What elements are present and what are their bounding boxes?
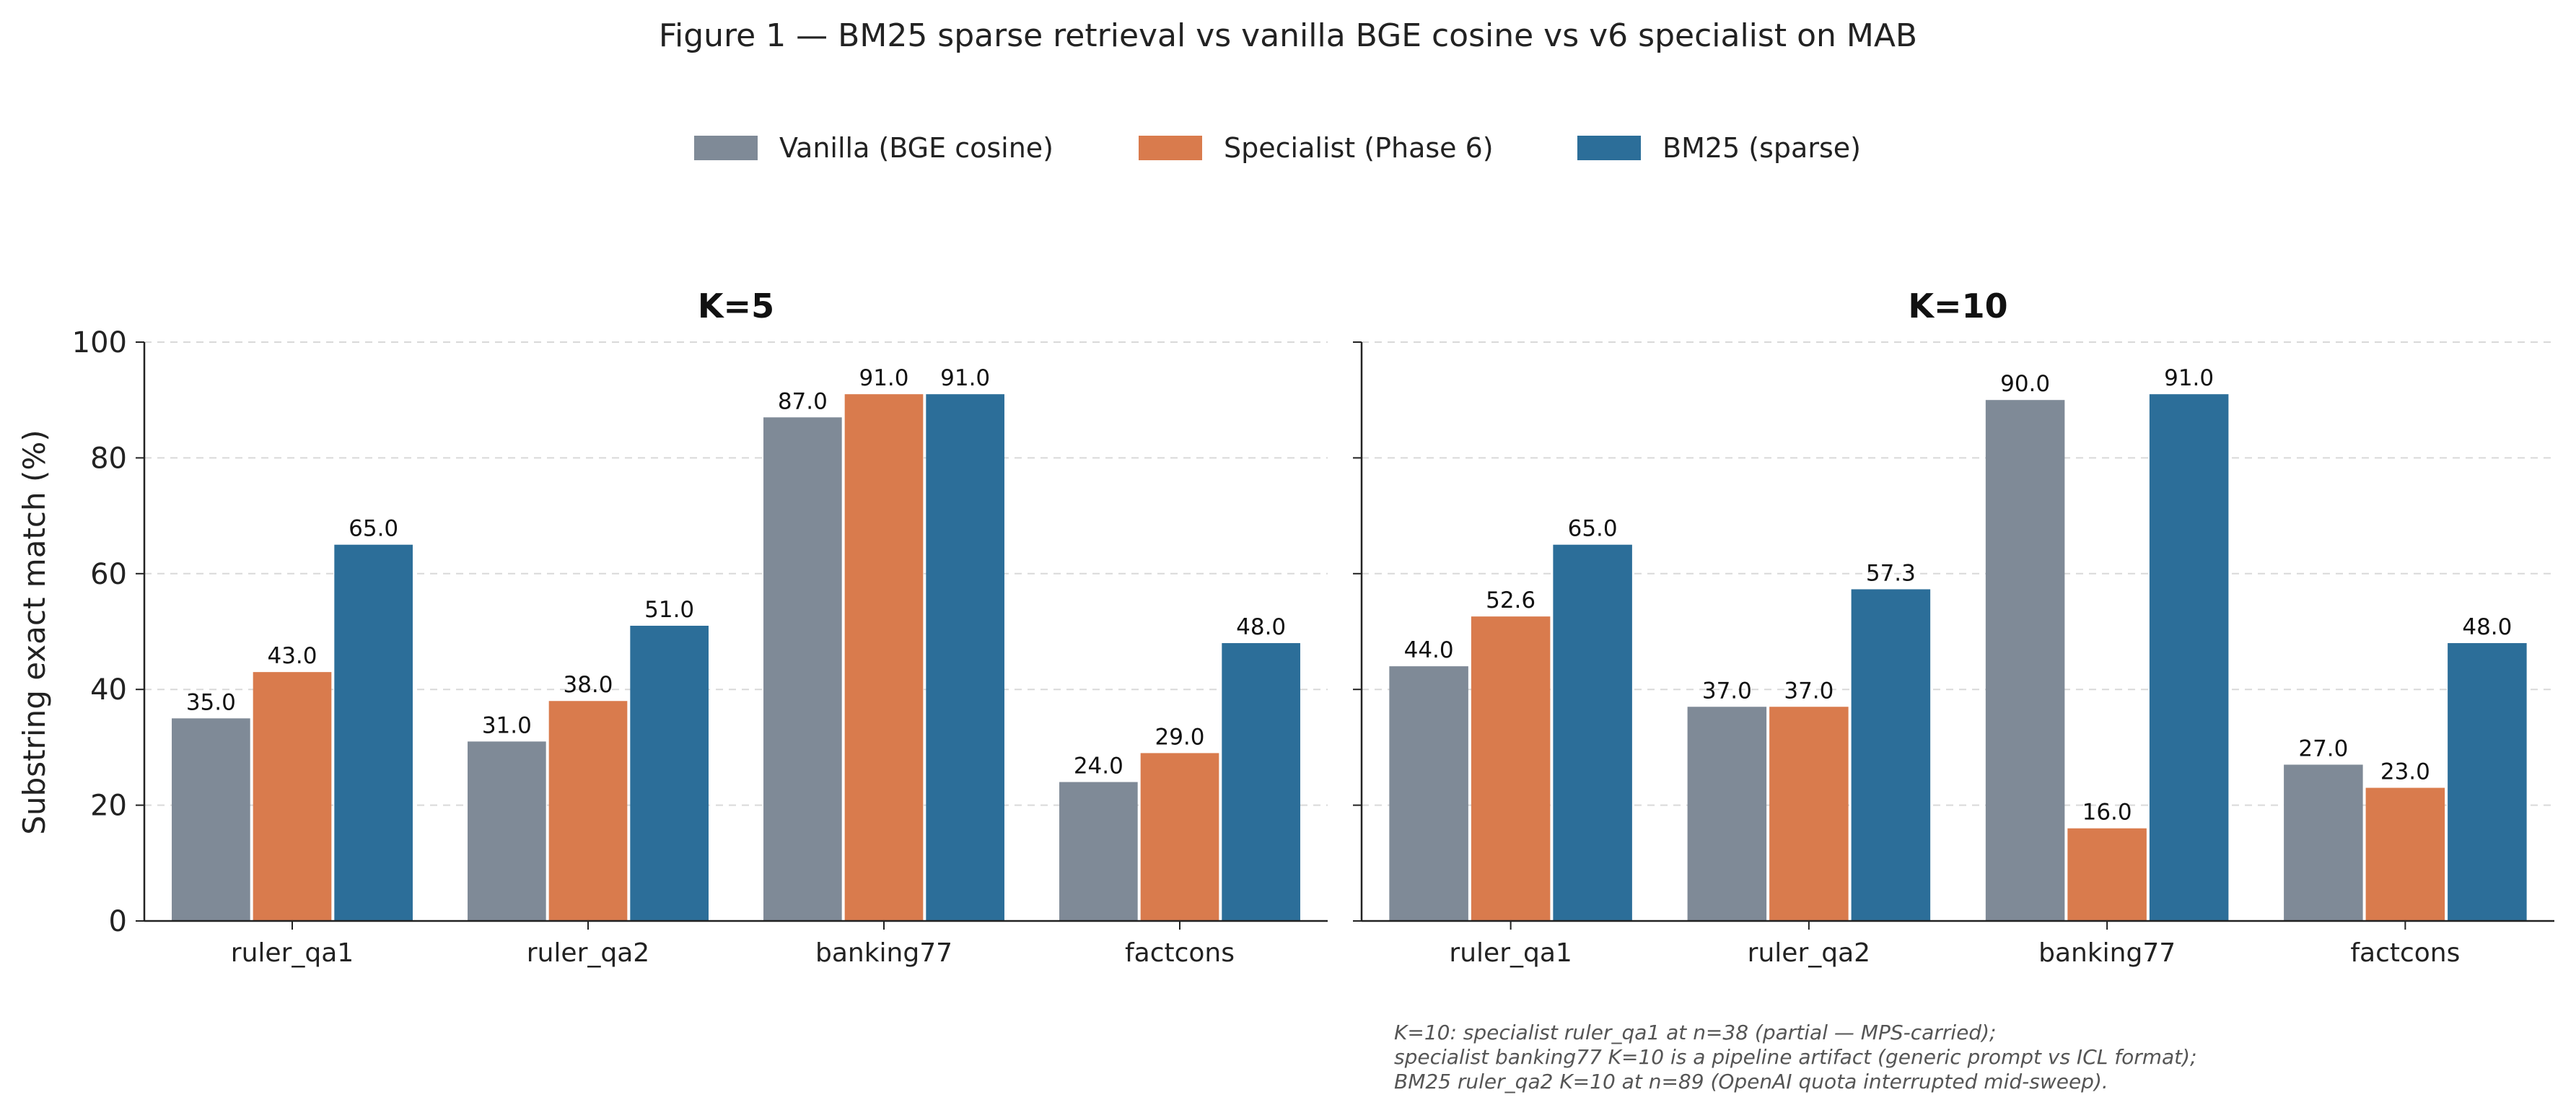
bar-value-label: 48.0 bbox=[2462, 614, 2512, 640]
x-tick-label: ruler_qa2 bbox=[1748, 938, 1870, 968]
bar-value-label: 37.0 bbox=[1784, 678, 1834, 704]
footnote-line-1: K=10: specialist ruler_qa1 at n=38 (part… bbox=[1394, 1021, 1997, 1044]
bar-specialist-ruler_qa1 bbox=[253, 672, 332, 921]
legend-label-specialist: Specialist (Phase 6) bbox=[1224, 132, 1494, 164]
bar-value-label: 90.0 bbox=[2000, 371, 2050, 397]
legend-swatch-specialist bbox=[1139, 136, 1202, 160]
bar-value-label: 57.3 bbox=[1866, 560, 1916, 586]
footnote-line-2: specialist banking77 K=10 is a pipeline … bbox=[1394, 1045, 2197, 1069]
y-tick-label: 60 bbox=[90, 558, 127, 591]
bar-specialist-factcons bbox=[1140, 753, 1219, 921]
bar-vanilla-banking77 bbox=[763, 417, 842, 921]
legend-swatch-vanilla bbox=[694, 136, 758, 160]
bar-value-label: 24.0 bbox=[1074, 754, 1123, 779]
y-tick-label: 100 bbox=[72, 326, 127, 359]
bar-vanilla-ruler_qa1 bbox=[1389, 666, 1468, 921]
y-tick-label: 20 bbox=[90, 790, 127, 823]
bar-value-label: 27.0 bbox=[2298, 735, 2348, 761]
bar-value-label: 48.0 bbox=[1236, 614, 1286, 640]
bar-vanilla-ruler_qa1 bbox=[172, 718, 250, 921]
panel-k5: 0 20 40 60 80 100 35.0 43.0 65.0 ruler_qa1 31.0 38.… bbox=[72, 287, 1328, 968]
bar-value-label: 29.0 bbox=[1155, 724, 1204, 750]
x-tick-label: banking77 bbox=[2038, 938, 2176, 968]
x-tick-label: factcons bbox=[2350, 938, 2460, 968]
bar-specialist-ruler_qa1 bbox=[1471, 616, 1551, 921]
bar-value-label: 35.0 bbox=[186, 689, 236, 715]
y-tick-label: 0 bbox=[109, 905, 127, 938]
bar-vanilla-factcons bbox=[2284, 764, 2363, 921]
bar-bm25-ruler_qa2 bbox=[630, 625, 709, 921]
bar-value-label: 16.0 bbox=[2082, 800, 2132, 826]
bar-bm25-factcons bbox=[1222, 643, 1300, 921]
y-tick-label: 40 bbox=[90, 673, 127, 707]
bar-specialist-banking77 bbox=[2067, 828, 2147, 921]
y-axis-label: Substring exact match (%) bbox=[17, 429, 52, 834]
footnote: K=10: specialist ruler_qa1 at n=38 (part… bbox=[1394, 1021, 2404, 1094]
bar-value-label: 91.0 bbox=[940, 365, 990, 391]
bar-specialist-ruler_qa2 bbox=[548, 701, 628, 921]
bar-vanilla-factcons bbox=[1059, 782, 1138, 921]
legend-swatch-bm25 bbox=[1577, 136, 1641, 160]
x-tick-label: ruler_qa1 bbox=[1449, 938, 1572, 968]
legend-item-vanilla: Vanilla (BGE cosine) bbox=[694, 132, 1053, 164]
bar-bm25-ruler_qa1 bbox=[1553, 544, 1632, 921]
x-tick-label: ruler_qa2 bbox=[527, 938, 649, 968]
y-tick-label: 80 bbox=[90, 442, 127, 475]
bar-bm25-factcons bbox=[2448, 643, 2527, 921]
footnote-line-3: BM25 ruler_qa2 K=10 at n=89 (OpenAI quot… bbox=[1394, 1070, 2108, 1093]
bar-bm25-ruler_qa2 bbox=[1851, 589, 1931, 921]
bar-value-label: 37.0 bbox=[1702, 678, 1752, 704]
bar-bm25-banking77 bbox=[2149, 394, 2229, 921]
legend-item-bm25: BM25 (sparse) bbox=[1577, 132, 1861, 164]
legend: Vanilla (BGE cosine) Specialist (Phase 6… bbox=[694, 132, 1861, 164]
figure-title: Figure 1 — BM25 sparse retrieval vs vani… bbox=[659, 17, 1917, 54]
bar-value-label: 65.0 bbox=[349, 516, 398, 542]
x-tick-label: banking77 bbox=[815, 938, 952, 968]
bar-bm25-ruler_qa1 bbox=[334, 544, 413, 921]
bar-specialist-ruler_qa2 bbox=[1769, 707, 1849, 921]
bar-specialist-factcons bbox=[2365, 787, 2445, 921]
bar-vanilla-banking77 bbox=[1985, 400, 2065, 921]
panel-title: K=10 bbox=[1908, 287, 2007, 326]
bar-bm25-banking77 bbox=[926, 394, 1004, 921]
bar-value-label: 87.0 bbox=[778, 388, 828, 414]
bar-specialist-banking77 bbox=[844, 394, 924, 921]
x-tick-label: ruler_qa1 bbox=[231, 938, 354, 968]
bar-value-label: 44.0 bbox=[1404, 637, 1454, 663]
bar-value-label: 38.0 bbox=[563, 672, 613, 698]
panel-k10: 44.0 52.6 65.0 ruler_qa1 37.0 37.0 57.3 ruler_q… bbox=[1353, 287, 2554, 968]
bar-value-label: 31.0 bbox=[482, 712, 532, 738]
x-tick-label: factcons bbox=[1125, 938, 1235, 968]
bar-value-label: 43.0 bbox=[267, 643, 317, 669]
legend-item-specialist: Specialist (Phase 6) bbox=[1139, 132, 1494, 164]
bar-value-label: 51.0 bbox=[644, 597, 694, 623]
bar-value-label: 91.0 bbox=[859, 365, 908, 391]
bar-value-label: 23.0 bbox=[2380, 759, 2430, 785]
panel-title: K=5 bbox=[698, 287, 774, 326]
legend-label-vanilla: Vanilla (BGE cosine) bbox=[779, 132, 1053, 164]
bar-value-label: 65.0 bbox=[1568, 516, 1618, 542]
bar-value-label: 52.6 bbox=[1486, 588, 1535, 613]
bar-vanilla-ruler_qa2 bbox=[468, 741, 546, 921]
bar-value-label: 91.0 bbox=[2164, 365, 2214, 391]
bar-vanilla-ruler_qa2 bbox=[1687, 707, 1767, 921]
legend-label-bm25: BM25 (sparse) bbox=[1662, 132, 1861, 164]
